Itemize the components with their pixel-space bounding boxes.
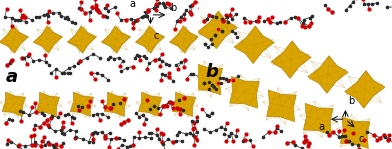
Polygon shape bbox=[172, 92, 196, 117]
Polygon shape bbox=[267, 90, 296, 122]
Text: a: a bbox=[130, 0, 136, 9]
Polygon shape bbox=[193, 63, 223, 95]
Polygon shape bbox=[230, 77, 260, 108]
Polygon shape bbox=[197, 11, 238, 49]
Text: b: b bbox=[206, 63, 219, 80]
Text: b: b bbox=[348, 96, 355, 106]
Polygon shape bbox=[67, 26, 96, 53]
Polygon shape bbox=[308, 56, 348, 93]
Polygon shape bbox=[169, 26, 199, 53]
Polygon shape bbox=[2, 92, 25, 117]
Polygon shape bbox=[33, 26, 62, 53]
Polygon shape bbox=[271, 41, 311, 78]
Polygon shape bbox=[102, 26, 131, 53]
Polygon shape bbox=[303, 103, 333, 135]
Polygon shape bbox=[70, 92, 94, 117]
Text: a: a bbox=[6, 69, 18, 86]
Polygon shape bbox=[138, 92, 162, 117]
Text: b: b bbox=[170, 3, 176, 13]
Text: c: c bbox=[359, 134, 364, 144]
Polygon shape bbox=[345, 71, 385, 108]
Polygon shape bbox=[0, 26, 29, 53]
Polygon shape bbox=[104, 92, 128, 117]
Text: c: c bbox=[153, 31, 159, 41]
Polygon shape bbox=[136, 26, 165, 53]
Polygon shape bbox=[36, 92, 60, 117]
Text: a: a bbox=[318, 122, 324, 132]
Polygon shape bbox=[340, 117, 370, 148]
Polygon shape bbox=[234, 26, 274, 63]
